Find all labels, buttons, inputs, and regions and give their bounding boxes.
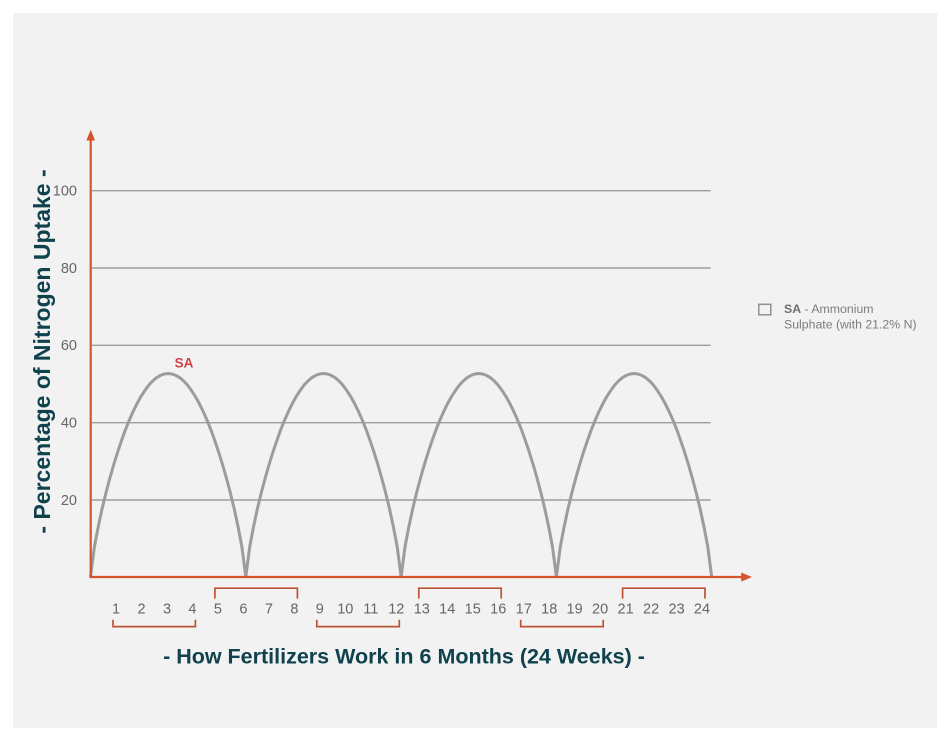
svg-text:- How Fertilizers Work in 6 Mo: - How Fertilizers Work in 6 Months (24 W… [163, 645, 645, 669]
svg-text:60: 60 [61, 338, 77, 354]
svg-text:11: 11 [363, 601, 378, 617]
svg-text:14: 14 [439, 601, 455, 617]
svg-text:24: 24 [694, 601, 710, 617]
svg-text:5: 5 [214, 601, 222, 617]
svg-text:18: 18 [541, 601, 557, 617]
svg-text:100: 100 [53, 184, 77, 200]
svg-text:20: 20 [592, 601, 608, 617]
svg-text:SA - Ammonium: SA - Ammonium [784, 302, 874, 316]
svg-text:6: 6 [239, 601, 247, 617]
svg-text:17: 17 [516, 601, 532, 617]
svg-text:13: 13 [414, 601, 430, 617]
svg-text:19: 19 [567, 601, 583, 617]
svg-text:2: 2 [137, 601, 145, 617]
svg-text:16: 16 [490, 601, 506, 617]
svg-text:- Percentage of Nitrogen Uptak: - Percentage of Nitrogen Uptake - [29, 169, 55, 533]
svg-text:10: 10 [337, 601, 353, 617]
svg-text:4: 4 [188, 601, 196, 617]
svg-text:3: 3 [163, 601, 171, 617]
svg-text:1: 1 [112, 601, 120, 617]
svg-text:80: 80 [61, 261, 77, 277]
svg-text:20: 20 [61, 493, 77, 509]
svg-text:23: 23 [669, 601, 685, 617]
svg-text:15: 15 [465, 601, 481, 617]
svg-text:SA: SA [175, 356, 194, 371]
svg-text:9: 9 [316, 601, 324, 617]
svg-text:Sulphate (with 21.2% N): Sulphate (with 21.2% N) [784, 317, 917, 331]
svg-text:40: 40 [61, 416, 77, 432]
svg-text:7: 7 [265, 601, 273, 617]
svg-text:12: 12 [388, 601, 404, 617]
svg-text:22: 22 [643, 601, 659, 617]
svg-text:8: 8 [290, 601, 298, 617]
svg-text:21: 21 [618, 601, 634, 617]
